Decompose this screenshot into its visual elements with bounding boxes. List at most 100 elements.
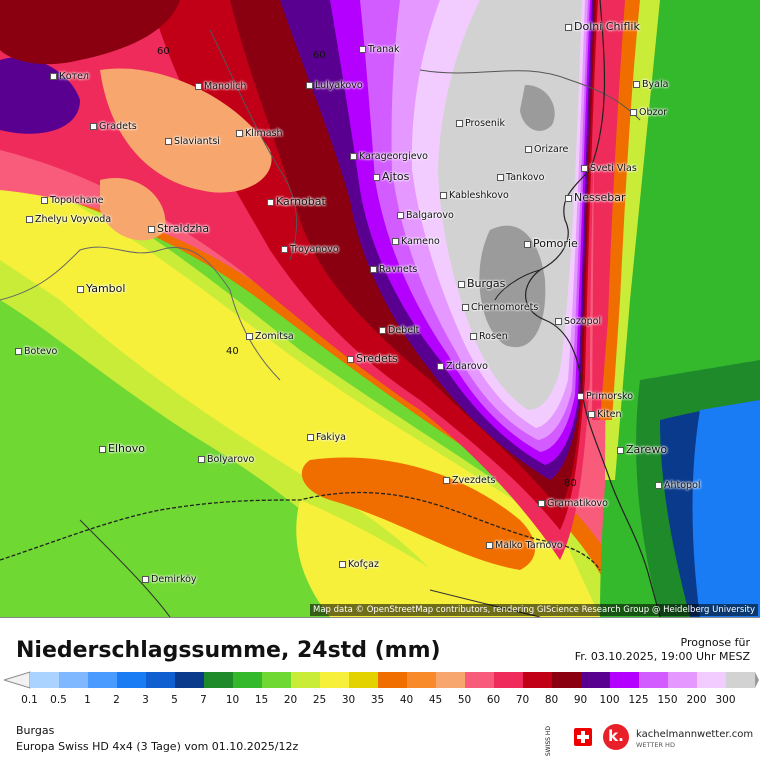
legend-color-swatch <box>639 672 668 688</box>
map-attribution: Map data © OpenStreetMap contributors, r… <box>310 604 758 616</box>
legend-tick-label: 2 <box>113 694 120 706</box>
city-marker-icon <box>443 477 450 484</box>
city-label: Straldzha <box>148 222 209 235</box>
city-marker-icon <box>15 348 22 355</box>
city-marker-icon <box>347 355 354 363</box>
legend-tick-label: 15 <box>254 694 269 706</box>
legend-color-swatch <box>233 672 262 688</box>
city-name: Topolchane <box>50 195 104 206</box>
legend-color-swatch <box>523 672 552 688</box>
city-label: Ahtopol <box>655 480 701 491</box>
map-title: Niederschlagssumme, 24std (mm) <box>16 638 441 663</box>
city-name: Obzor <box>639 107 668 118</box>
city-name: Demirköy <box>151 574 197 585</box>
city-label: Manolich <box>195 81 246 92</box>
city-marker-icon <box>538 500 545 507</box>
city-label: Zomitsa <box>246 331 294 342</box>
city-label: Kableshkovo <box>440 190 509 201</box>
city-name: Byala <box>642 79 669 90</box>
city-marker-icon <box>524 240 531 248</box>
city-name: Ravnets <box>379 264 418 275</box>
city-name: Debelt <box>388 325 420 336</box>
city-marker-icon <box>359 46 366 53</box>
city-marker-icon <box>41 197 48 204</box>
brand-subtitle: WETTER HD <box>636 741 675 749</box>
city-label: Gradets <box>90 121 137 132</box>
city-name: Котел <box>59 71 90 82</box>
brand-logo[interactable]: SWISS HD k. kachelmannwetter.com WETTER … <box>545 722 760 758</box>
city-marker-icon <box>50 73 57 80</box>
city-marker-icon <box>99 445 106 453</box>
city-name: Rosen <box>479 331 508 342</box>
city-label: Pomorie <box>524 237 578 250</box>
model-run-label: Europa Swiss HD 4x4 (3 Tage) vom 01.10.2… <box>16 740 299 753</box>
city-marker-icon <box>630 109 637 116</box>
legend-color-swatch <box>436 672 465 688</box>
city-label: Котел <box>50 71 89 82</box>
city-name: Pomorie <box>533 237 578 250</box>
city-marker-icon <box>195 83 202 90</box>
legend-lower-arrow <box>4 671 31 689</box>
city-name: Orizare <box>534 144 569 155</box>
legend-tick-label: 60 <box>486 694 501 706</box>
city-name: Kableshkovo <box>449 190 509 201</box>
legend-tick-label: 50 <box>457 694 472 706</box>
legend-color-swatch <box>262 672 291 688</box>
legend-color-swatch <box>146 672 175 688</box>
legend-tick-label: 1 <box>84 694 91 706</box>
city-label: Byala <box>633 79 668 90</box>
city-marker-icon <box>456 120 463 127</box>
city-name: Zarewo <box>626 443 668 456</box>
city-marker-icon <box>142 576 149 583</box>
legend-tick-label: 40 <box>399 694 414 706</box>
legend-color-swatch <box>320 672 349 688</box>
legend-tick-label: 5 <box>171 694 178 706</box>
city-label: Malko Tarnovo <box>486 540 563 551</box>
city-name: Malko Tarnovo <box>495 540 563 551</box>
city-label: Tranak <box>359 44 399 55</box>
legend-color-swatch <box>697 672 726 688</box>
city-name: Fakiya <box>316 432 346 443</box>
city-label: Botevo <box>15 346 57 357</box>
legend-upper-arrow <box>755 672 759 688</box>
city-name: Prosenik <box>465 118 506 129</box>
city-label: Karageorgievo <box>350 151 428 162</box>
forecast-time: Fr. 03.10.2025, 19:00 Uhr MESZ <box>574 650 750 663</box>
location-label: Burgas <box>16 724 55 737</box>
city-label: Balgarovo <box>397 210 454 221</box>
city-marker-icon <box>379 327 386 334</box>
forecast-label: Prognose für <box>680 636 751 649</box>
city-label: Elhovo <box>99 442 145 455</box>
city-name: Kiten <box>597 409 622 420</box>
legend-color-swatch <box>610 672 639 688</box>
city-label: Demirköy <box>142 574 197 585</box>
city-label: Nessebar <box>565 191 625 204</box>
city-label: Zhelyu Voyvoda <box>26 214 111 225</box>
city-marker-icon <box>77 285 84 293</box>
city-label: Dolni Chiflik <box>565 20 640 33</box>
city-marker-icon <box>633 81 640 88</box>
city-name: Zidarovo <box>446 361 488 372</box>
legend-color-swatch <box>581 672 610 688</box>
city-marker-icon <box>281 246 288 253</box>
kachelmann-logo-icon: k. <box>603 724 629 750</box>
legend-color-swatch <box>494 672 523 688</box>
legend-tick-label: 30 <box>341 694 356 706</box>
legend-tick-label: 0.5 <box>50 694 67 706</box>
city-name: Ahtopol <box>664 480 701 491</box>
swiss-flag-icon <box>574 728 592 746</box>
city-name: Botevo <box>24 346 58 357</box>
city-marker-icon <box>267 198 274 206</box>
precipitation-map[interactable]: Котел Gradets Manolich Slaviantsi Klimash Tra… <box>0 0 760 617</box>
city-name: Manolich <box>204 81 247 92</box>
city-marker-icon <box>397 212 404 219</box>
city-name: Kofçaz <box>348 559 379 570</box>
city-label: Ravnets <box>370 264 417 275</box>
city-name: Bolyarovo <box>207 454 255 465</box>
city-marker-icon <box>307 434 314 441</box>
city-marker-icon <box>565 194 572 202</box>
city-label: Orizare <box>525 144 568 155</box>
city-label: Yambol <box>77 282 125 295</box>
city-name: Sveti Vlas <box>590 163 637 174</box>
city-label: Slaviantsi <box>165 136 220 147</box>
